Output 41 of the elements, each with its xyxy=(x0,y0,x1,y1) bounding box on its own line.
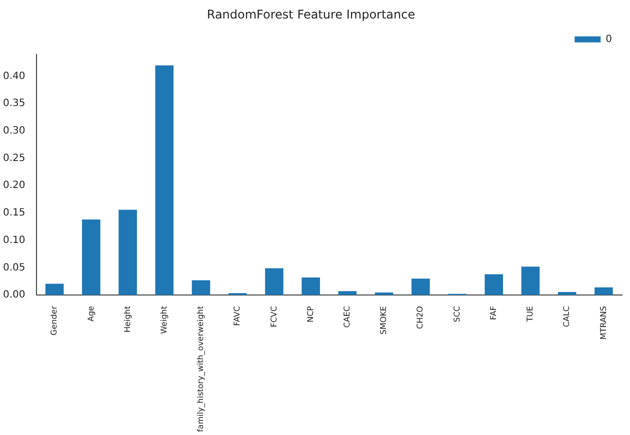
x-tick-label: CALC xyxy=(562,306,572,328)
x-tick-label: SCC xyxy=(452,306,462,322)
x-tick-label: CH2O xyxy=(416,306,425,330)
x-tick-label: CAEC xyxy=(342,306,352,328)
bar xyxy=(192,280,210,296)
x-tick-label: TUE xyxy=(526,306,535,323)
bar xyxy=(521,266,540,296)
x-tick-label: Height xyxy=(122,306,132,332)
y-tick-label: 0.35 xyxy=(3,98,26,110)
bar xyxy=(302,278,320,296)
bar xyxy=(374,292,394,296)
bar xyxy=(338,291,357,296)
x-tick-label: Age xyxy=(86,306,96,322)
y-tick-label: 0.30 xyxy=(3,126,26,137)
legend-label: 0 xyxy=(606,34,612,45)
y-tick-label: 0.20 xyxy=(3,180,26,192)
x-tick-label: FAVC xyxy=(232,306,242,326)
bar xyxy=(155,65,174,296)
x-tick-label: MTRANS xyxy=(598,306,608,340)
x-tick-label: Weight xyxy=(159,306,168,334)
bar xyxy=(118,210,137,296)
y-tick-label: 0.25 xyxy=(3,152,26,164)
y-tick-label: 0.15 xyxy=(3,208,26,219)
x-tick-label: FAF xyxy=(488,306,498,320)
chart-title: RandomForest Feature Importance xyxy=(206,7,416,22)
y-tick-label: 0.40 xyxy=(3,70,26,82)
x-tick-label: Gender xyxy=(50,305,59,336)
y-tick-label: 0.10 xyxy=(3,234,26,246)
x-tick-label: FCVC xyxy=(269,306,278,328)
bar xyxy=(594,287,613,296)
x-tick-label: family_history_with_overweight xyxy=(196,306,206,432)
x-tick-label: NCP xyxy=(306,306,315,322)
bar xyxy=(265,268,284,296)
y-tick-label: 0.00 xyxy=(3,290,26,301)
x-tick-label: SMOKE xyxy=(379,306,388,335)
bar xyxy=(45,284,64,296)
bar xyxy=(558,292,576,296)
bar xyxy=(484,274,504,296)
bar xyxy=(82,220,100,296)
y-tick-label: 0.05 xyxy=(3,262,26,274)
bar xyxy=(412,278,430,296)
